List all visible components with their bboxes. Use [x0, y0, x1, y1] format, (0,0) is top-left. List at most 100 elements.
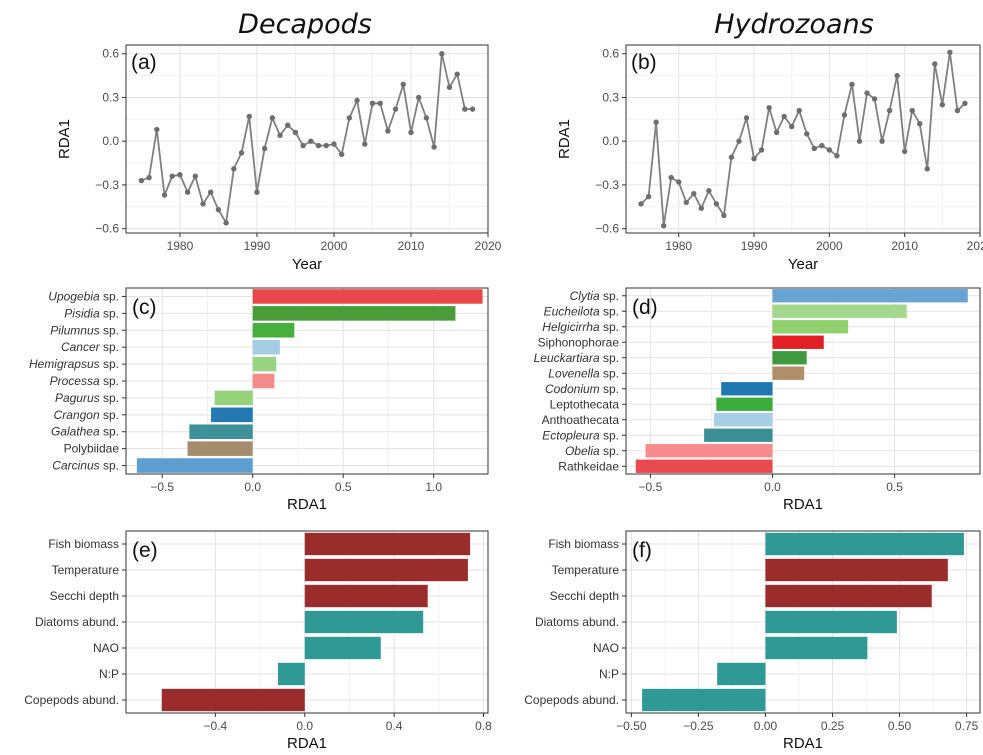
category-label: Secchi depth: [550, 589, 619, 603]
panel-f-bar-chart: −0.50 −0.25 0.00 0.25 0.50 0.75 Fish biomass Te…: [524, 530, 981, 752]
data-point: [668, 174, 674, 181]
bar: [713, 413, 773, 427]
data-point: [766, 104, 772, 111]
category-label-text: sp.: [100, 289, 119, 303]
category-label: Eucheilota sp.: [544, 304, 619, 318]
category-label: N:P: [599, 667, 619, 681]
category-label: NAO: [93, 641, 119, 655]
data-point: [261, 145, 268, 152]
data-point: [676, 179, 682, 185]
bar: [277, 662, 305, 686]
data-point: [849, 81, 855, 88]
category-label: Copepods abund.: [24, 693, 119, 707]
panel-border: [125, 287, 489, 475]
y-axis-label: RDA1: [56, 119, 73, 159]
data-point: [871, 96, 878, 102]
bar: [252, 306, 456, 321]
series-line: [141, 53, 473, 226]
category-label-text: Leptothecata: [550, 397, 620, 411]
series-line: [640, 52, 966, 226]
x-tick-label: 2000: [321, 239, 348, 253]
data-point: [415, 94, 422, 101]
category-label-italic: Processa: [50, 374, 100, 388]
x-tick-label: 0.25: [821, 719, 845, 733]
category-label: Diatoms abund.: [535, 615, 619, 629]
data-point: [886, 107, 893, 114]
category-label: Upogebia sp.: [48, 289, 119, 303]
panel-label: (c): [132, 296, 157, 319]
category-label-italic: Ectopleura: [542, 428, 600, 442]
y-tick-label: 0.0: [602, 134, 619, 148]
x-axis-label: RDA1: [287, 735, 327, 752]
data-point: [743, 115, 750, 121]
data-point: [292, 129, 299, 136]
category-label-text: Copepods abund.: [24, 693, 119, 707]
data-point: [645, 193, 652, 200]
data-point: [308, 138, 314, 144]
column-title-decapods: Decapods: [238, 9, 372, 40]
x-tick-label: 0.5: [886, 480, 903, 494]
category-label-text: sp.: [100, 357, 119, 371]
category-label-text: Anthoathecata: [542, 413, 620, 427]
data-point: [932, 61, 938, 67]
data-point: [231, 166, 237, 172]
category-label-text: N:P: [599, 667, 619, 681]
data-point: [146, 174, 152, 181]
category-label-text: NAO: [93, 641, 119, 655]
x-tick-label: 2010: [891, 239, 918, 253]
bar: [136, 458, 253, 473]
category-label-italic: Leuckartiara: [534, 351, 600, 365]
data-point: [841, 112, 848, 118]
data-point: [947, 49, 953, 55]
data-point: [300, 142, 306, 149]
category-label: Codonium sp.: [545, 382, 619, 396]
bar: [772, 289, 968, 303]
bar: [772, 320, 849, 334]
data-point: [660, 223, 667, 229]
bar: [211, 407, 253, 423]
data-point: [698, 205, 705, 211]
category-label-text: sp.: [100, 459, 119, 473]
x-tick-label: 0.00: [754, 719, 778, 733]
y-tick-label: −0.6: [95, 222, 119, 236]
data-point: [362, 141, 368, 147]
data-point: [811, 145, 817, 152]
bar: [642, 688, 766, 712]
category-label-text: sp.: [100, 323, 119, 337]
y-tick-label: −0.3: [595, 178, 619, 192]
bar: [252, 323, 295, 338]
bar: [721, 382, 773, 396]
data-point: [446, 84, 453, 90]
bar: [765, 584, 932, 608]
bar: [304, 532, 471, 556]
bar: [765, 636, 868, 660]
category-label-text: N:P: [99, 667, 119, 681]
y-tick-label: 0.3: [102, 90, 119, 104]
data-point: [856, 138, 863, 144]
data-point: [917, 120, 923, 127]
x-axis-label: RDA1: [783, 735, 823, 752]
data-point: [192, 173, 199, 179]
bar: [717, 662, 766, 686]
category-label-text: Secchi depth: [550, 589, 619, 603]
category-label-text: Diatoms abund.: [535, 615, 619, 629]
x-tick-label: 0.0: [296, 719, 313, 733]
panel-b-line-chart: 1980 1990 2000 2010 2020 −0.6 −0.3 0.0 0.3 0.6 Yea…: [556, 44, 983, 273]
data-point: [315, 142, 322, 149]
category-label-italic: Carcinus: [52, 459, 99, 473]
category-label: Galathea sp.: [51, 425, 119, 439]
data-point: [834, 153, 840, 159]
category-label-text: Temperature: [552, 563, 620, 577]
bar: [635, 459, 773, 473]
category-label-text: sp.: [600, 444, 619, 458]
data-point: [721, 212, 727, 219]
data-point: [385, 128, 391, 134]
category-label-italic: Lovenella: [548, 366, 600, 380]
x-tick-label: −0.5: [639, 480, 663, 494]
bar: [252, 339, 280, 355]
category-label: Diatoms abund.: [35, 615, 119, 629]
y-tick-label: 0.6: [102, 47, 119, 61]
bar: [252, 289, 483, 304]
data-point: [277, 132, 283, 139]
data-point: [423, 115, 430, 121]
